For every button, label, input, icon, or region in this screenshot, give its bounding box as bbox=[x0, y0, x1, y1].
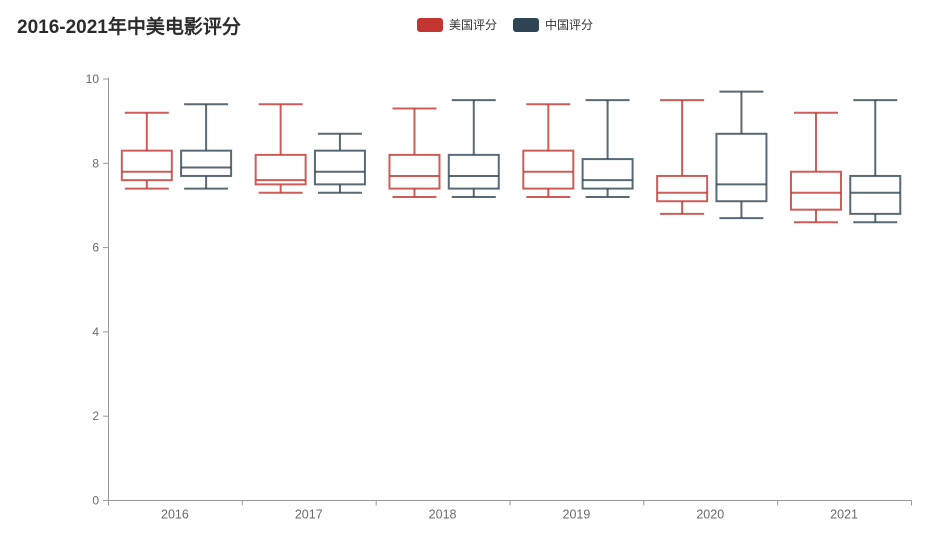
y-axis-label: 6 bbox=[92, 241, 99, 255]
x-axis-label: 2016 bbox=[161, 508, 189, 522]
boxplot-series1-2021[interactable] bbox=[789, 111, 842, 224]
y-axis-label: 8 bbox=[92, 156, 99, 170]
legend-item-cn[interactable]: 中国评分 bbox=[513, 16, 593, 33]
boxplot-series2-2021[interactable] bbox=[849, 99, 902, 224]
y-axis-label: 10 bbox=[86, 72, 100, 86]
boxplot-series1-2019[interactable] bbox=[522, 103, 575, 199]
boxplot-series2-2017[interactable] bbox=[313, 132, 366, 194]
boxplot-series1-2017[interactable] bbox=[254, 103, 307, 194]
boxplot-series1-2018[interactable] bbox=[388, 107, 441, 199]
boxplot-series2-2018[interactable] bbox=[447, 99, 500, 199]
y-axis-label: 4 bbox=[92, 325, 99, 339]
boxplot-series2-2020[interactable] bbox=[715, 90, 768, 220]
boxplot-series1-2020[interactable] bbox=[656, 99, 709, 215]
x-axis-label: 2019 bbox=[563, 508, 591, 522]
boxplot-series1-2016[interactable] bbox=[120, 111, 173, 190]
legend-label-us: 美国评分 bbox=[449, 18, 498, 32]
x-axis-label: 2021 bbox=[830, 508, 858, 522]
legend-label-cn: 中国评分 bbox=[545, 18, 594, 32]
x-axis-label: 2018 bbox=[429, 508, 457, 522]
iqr-box bbox=[522, 149, 575, 190]
chart-title: 2016-2021年中美电影评分 bbox=[17, 17, 241, 38]
iqr-box bbox=[180, 149, 233, 177]
legend-item-us[interactable]: 美国评分 bbox=[417, 16, 497, 33]
x-axis-label: 2020 bbox=[696, 508, 724, 522]
cn-series-swatch bbox=[513, 17, 540, 32]
iqr-box bbox=[120, 149, 173, 182]
boxplot-series2-2016[interactable] bbox=[180, 103, 233, 190]
iqr-box bbox=[313, 149, 366, 186]
iqr-box bbox=[388, 153, 441, 190]
iqr-box bbox=[789, 170, 842, 211]
legend: 美国评分 中国评分 bbox=[417, 16, 593, 33]
x-axis-label: 2017 bbox=[295, 508, 323, 522]
us-series-swatch bbox=[417, 17, 443, 32]
iqr-box bbox=[656, 174, 709, 203]
iqr-box bbox=[447, 153, 500, 190]
iqr-box bbox=[715, 132, 768, 203]
iqr-box bbox=[581, 158, 634, 190]
iqr-box bbox=[849, 174, 902, 215]
boxplot-series2-2019[interactable] bbox=[581, 99, 634, 199]
y-axis-label: 0 bbox=[92, 494, 99, 508]
y-axis-label: 2 bbox=[92, 409, 99, 423]
